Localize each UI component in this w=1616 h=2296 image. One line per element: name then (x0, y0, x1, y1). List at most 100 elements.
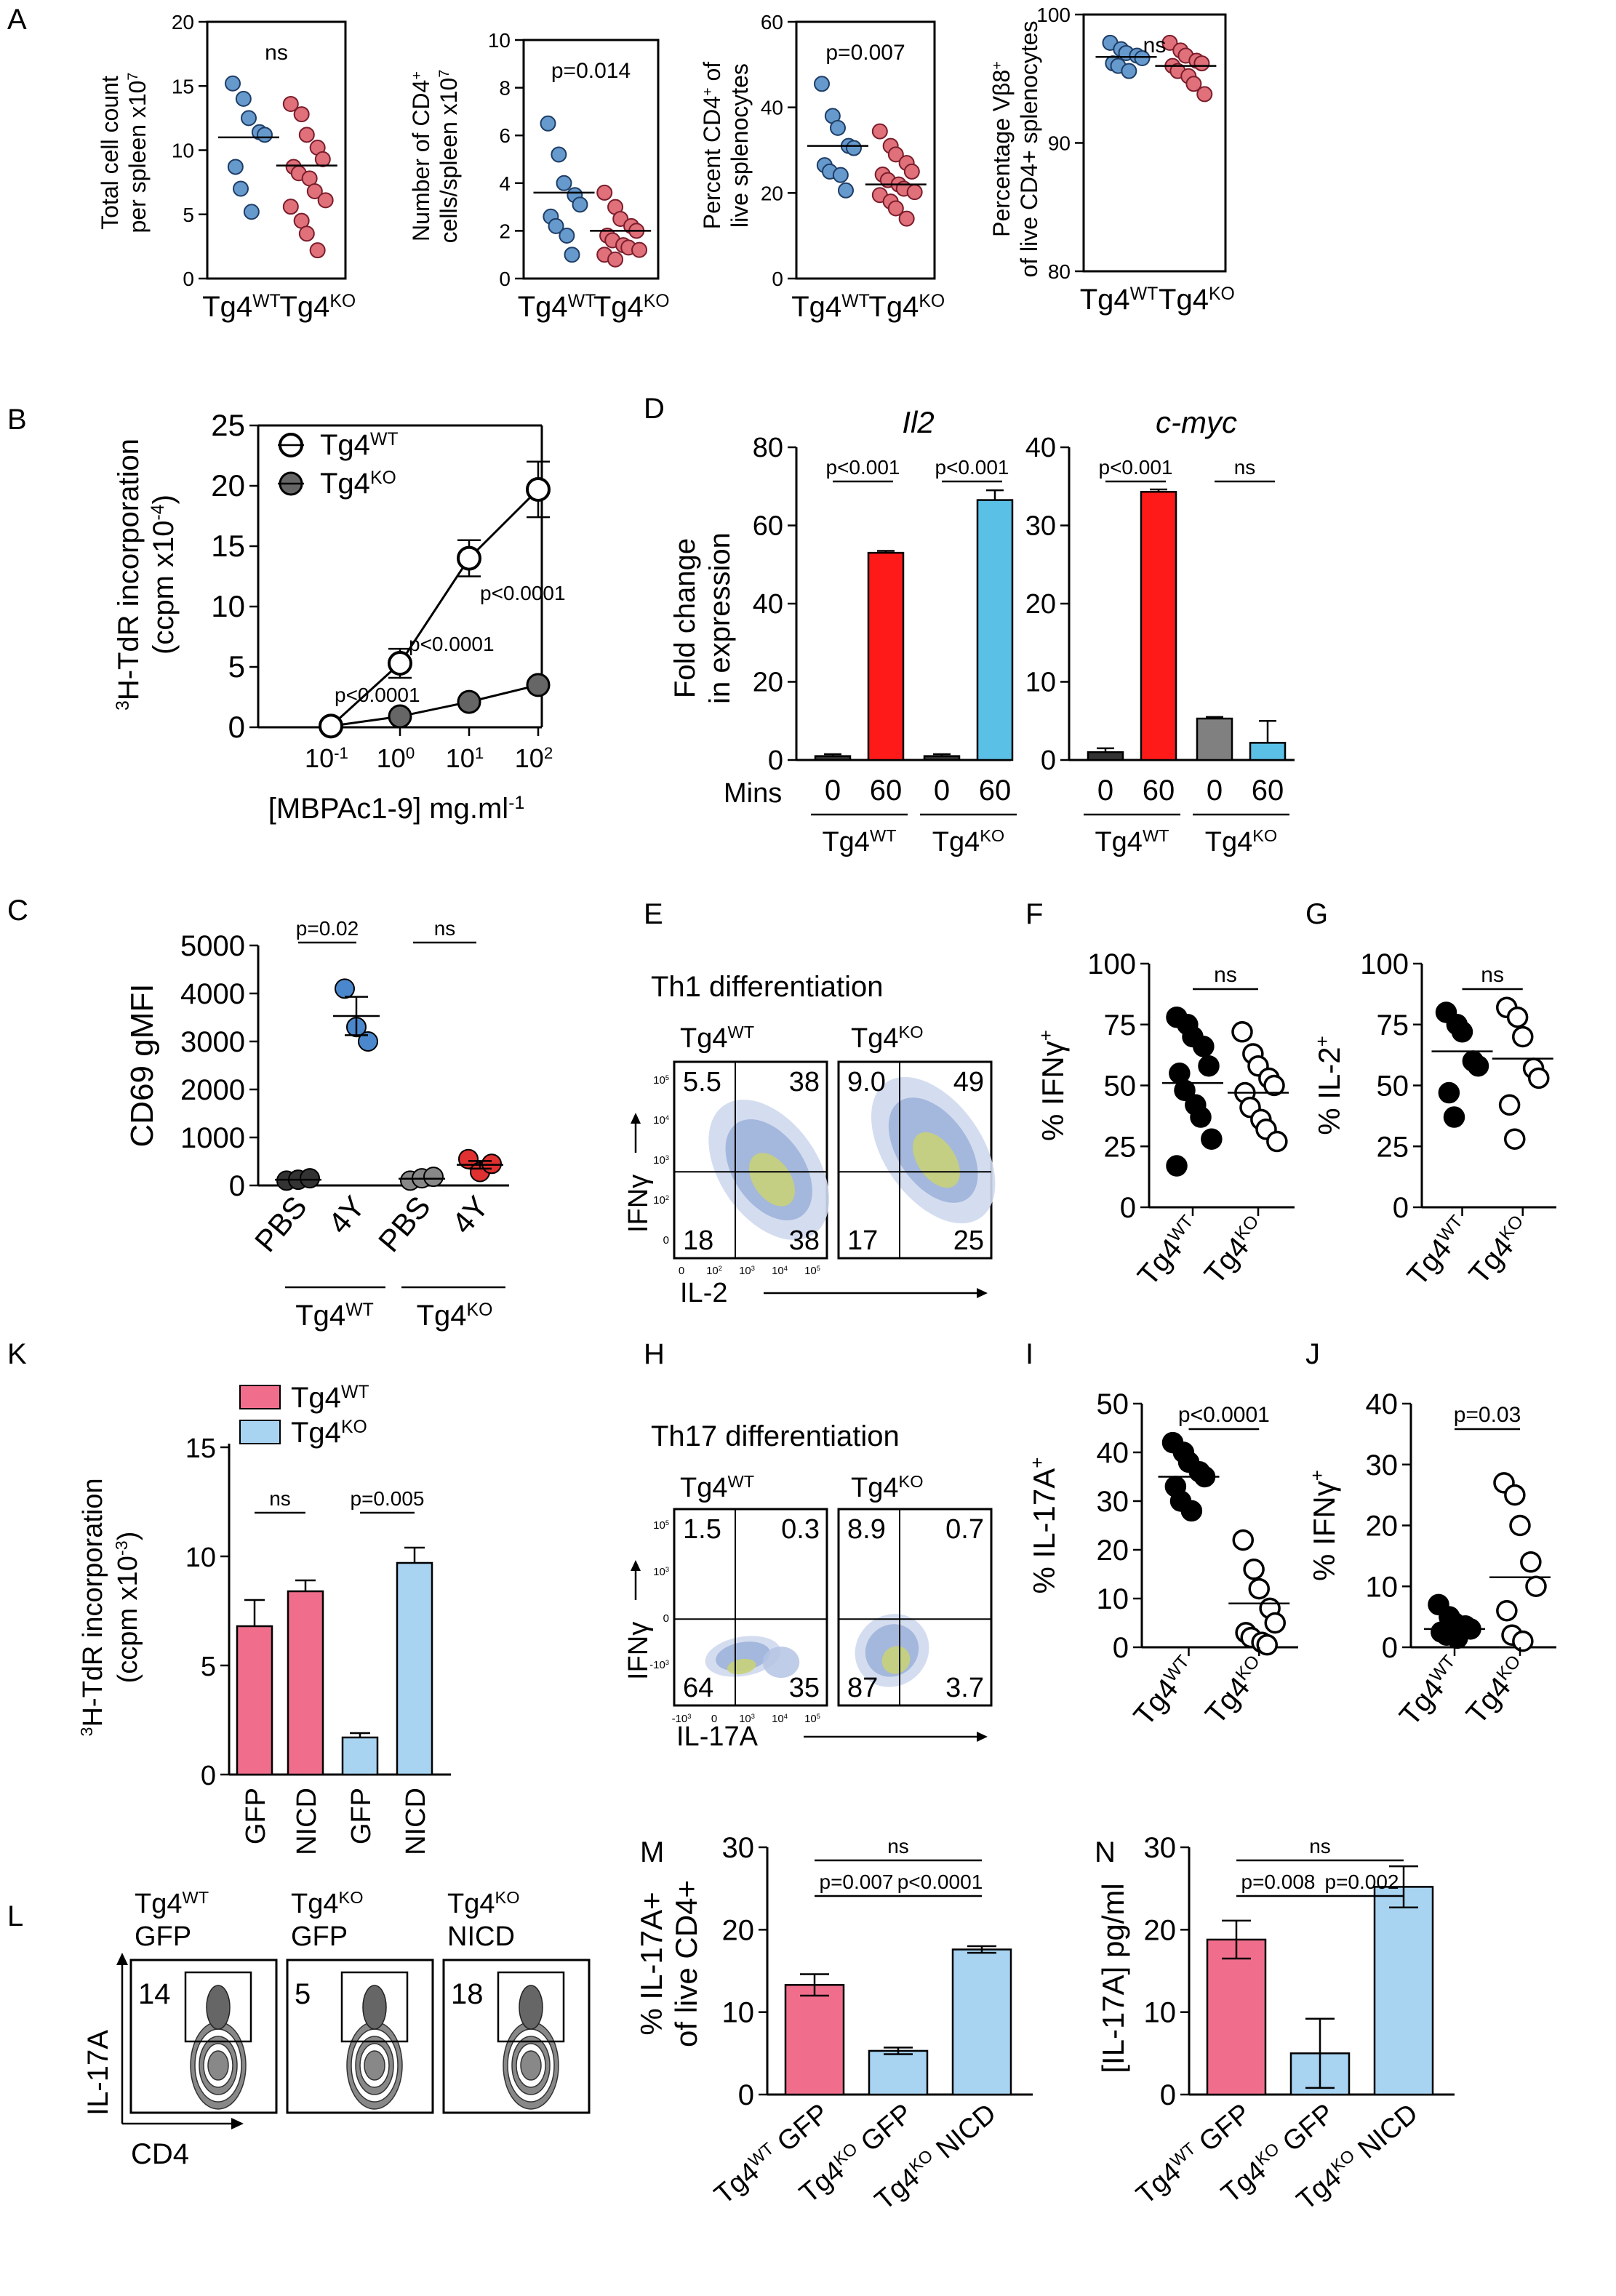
panel-c-point (300, 1168, 320, 1189)
panel-d-y-tick-label: 0 (768, 745, 783, 776)
panel-e-flow-ko: 9.0 49 17 25 (837, 1060, 996, 1260)
group-label-ko: Tg4KO (851, 1023, 924, 1054)
panel-a-ko-point (1185, 76, 1202, 92)
label-part: Tg4 (1205, 827, 1252, 857)
panel-a-wt-point (564, 247, 580, 263)
panel-c-point (335, 978, 355, 999)
panel-k-legend-ko-swatch (239, 1420, 281, 1444)
panel-a-ko-point (298, 127, 315, 143)
y-tick-label: 0 (1113, 1632, 1129, 1664)
label-part: Tg4 (851, 1473, 898, 1503)
y-tick-label: 10 (1144, 1997, 1177, 2029)
label-part: KO (1252, 826, 1277, 845)
panel-l-y-axis-label: IL-17A (82, 2030, 114, 2116)
label-part: Tg4 (851, 1023, 898, 1054)
panel-c-point (358, 1031, 378, 1052)
label-part: % IL-2 (1312, 1047, 1346, 1135)
panel-e-y-tick-label: 104 (653, 1114, 669, 1127)
panel-e-x-tick-label: 103 (739, 1265, 755, 1277)
label-part: KO (338, 1888, 363, 1907)
panel-b-wt-point (319, 713, 343, 739)
panel-h-x-tick-label: 0 (711, 1713, 717, 1725)
label-part: live splenocytes (727, 63, 753, 228)
panel-letter-l: L (7, 1900, 23, 1932)
panel-a-wt-point (548, 217, 564, 234)
panel-n-stat: ns (1309, 1835, 1331, 1857)
label-part: 10 (377, 743, 406, 773)
group-label-ko: Tg4KO (868, 291, 945, 323)
label-part: KO (329, 292, 356, 311)
label-part: KO (1209, 284, 1235, 304)
y-tick-label: 0 (1393, 1192, 1409, 1224)
label-part: 10 (772, 1265, 784, 1277)
label-part: 10 (305, 743, 334, 773)
panel-d-stat: p<0.001 (826, 456, 900, 479)
panel-b-wt-point (526, 476, 551, 502)
panel-a-wt-point (257, 127, 273, 143)
panel-j-y-label: % IFNγ+ (1306, 1470, 1341, 1581)
panel-a-wt-point (551, 146, 567, 163)
panel-e-x-arrowhead (977, 1288, 988, 1298)
label-part: 5 (817, 1265, 820, 1272)
panel-h-x-tick-label: 103 (739, 1713, 755, 1725)
panel-a-wt-point (235, 90, 252, 107)
panel-k-y-tick-label: 0 (201, 1761, 216, 1791)
panel-k-stat: p=0.005 (351, 1487, 425, 1510)
ko-point (1504, 1484, 1526, 1506)
panel-a-stat: p=0.007 (825, 41, 905, 65)
panel-d-title: c-myc (1156, 405, 1237, 439)
wt-point (1467, 1055, 1489, 1077)
panel-a-y-tick-label: 60 (761, 11, 783, 33)
panel-e-flow-wt-q2: 38 (789, 1067, 820, 1097)
label-part: 2 (665, 1194, 669, 1201)
panel-e-flow-wt-q3: 18 (683, 1225, 713, 1256)
group-label-wt: Tg4WT (295, 1300, 374, 1332)
panel-d-bar (1196, 717, 1233, 761)
panel-h-flow-ko-q4: 3.7 (945, 1673, 984, 1703)
group-label-ko: Tg4KO (1205, 826, 1278, 857)
label-part: 10 (653, 1114, 665, 1127)
y-tick-label: 50 (1097, 1388, 1129, 1420)
wt-point (1193, 1036, 1215, 1057)
panel-a-ko-point (306, 183, 323, 199)
y-tick-label: 0 (1120, 1192, 1136, 1224)
panel-k-bar (341, 1736, 379, 1776)
group-label-wt: Tg4WT (680, 1472, 754, 1503)
label-part: -3 (112, 1540, 131, 1556)
y-tick-label: 0 (1160, 2079, 1176, 2111)
panel-a-ko-point (314, 151, 331, 167)
panel-a-ko-point (887, 200, 904, 217)
group-label-ko: Tg4KO (1159, 284, 1235, 316)
ko-point (1528, 1067, 1550, 1089)
panel-d-x-tick-label: 0 (1097, 775, 1113, 807)
panel-letter-b: B (7, 404, 27, 436)
label-part: 4 (665, 1114, 669, 1121)
panel-d-bar (814, 755, 852, 761)
y-tick-label: 10 (1366, 1571, 1399, 1603)
panel-b-x-label: [MBPAc1-9] mg.ml-1 (268, 793, 525, 825)
panel-l-gate-population (206, 1985, 231, 2030)
ko-point (1520, 1551, 1542, 1573)
panel-d-x-tick-label: 0 (825, 775, 841, 807)
panel-m-y-label: % IL-17A+ (634, 1892, 668, 2035)
panel-e-x-axis-label: IL-2 (680, 1278, 727, 1308)
panel-h-flow-ko: 8.9 0.7 87 3.7 (837, 1508, 993, 1707)
ko-point (1248, 1577, 1270, 1600)
panel-b-y-tick-label: 25 (211, 408, 245, 442)
panel-b-x-tick-label: 10-1 (305, 743, 348, 773)
wt-point (1166, 1155, 1188, 1177)
ko-point (1512, 1025, 1534, 1048)
panel-c-y-tick-label: 0 (229, 1170, 245, 1202)
label-part: 7 (125, 73, 141, 81)
panel-e-y-tick-label: 103 (653, 1154, 669, 1167)
panel-a-y-tick-label: 0 (183, 268, 194, 290)
label-part: 10 (804, 1713, 817, 1725)
panel-a-ko-point (1161, 34, 1178, 51)
ko-point (1231, 1021, 1253, 1043)
label-part: 10 (653, 1074, 665, 1087)
panel-h-y-axis-label: IFNγ (623, 1622, 654, 1680)
label-part: + (409, 71, 425, 80)
group-label-wt: Tg4WT (291, 1382, 369, 1414)
